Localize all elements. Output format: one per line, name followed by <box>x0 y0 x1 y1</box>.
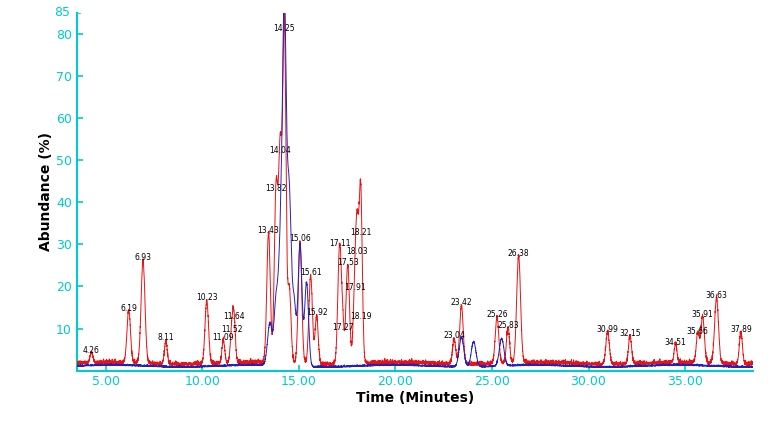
Text: 36.63: 36.63 <box>706 291 727 300</box>
Text: 32.15: 32.15 <box>619 329 641 338</box>
Text: 10.23: 10.23 <box>196 294 217 302</box>
Text: 26.38: 26.38 <box>508 249 529 258</box>
Text: 13.82: 13.82 <box>265 184 286 193</box>
Text: 23.04: 23.04 <box>443 331 465 340</box>
Text: 11.09: 11.09 <box>213 334 234 343</box>
Text: 14.04: 14.04 <box>270 146 291 155</box>
Text: 4.26: 4.26 <box>83 346 100 355</box>
Text: 15.61: 15.61 <box>300 268 322 277</box>
Text: 35.66: 35.66 <box>687 327 709 336</box>
Text: 17.91: 17.91 <box>344 283 366 292</box>
Text: 25.83: 25.83 <box>497 321 519 330</box>
Text: 18.19: 18.19 <box>349 312 371 321</box>
Text: 18.03: 18.03 <box>346 247 368 256</box>
Text: 17.53: 17.53 <box>337 258 359 267</box>
Text: 15.06: 15.06 <box>289 234 311 244</box>
Text: 17.27: 17.27 <box>332 323 353 332</box>
Text: 34.51: 34.51 <box>665 338 687 347</box>
Text: 30.99: 30.99 <box>597 325 618 334</box>
Text: 14.25: 14.25 <box>273 24 295 33</box>
Text: 8.11: 8.11 <box>157 334 174 343</box>
Text: 23.42: 23.42 <box>451 298 472 307</box>
Text: 11.64: 11.64 <box>223 312 245 321</box>
Text: 18.21: 18.21 <box>350 228 372 237</box>
Text: 6.19: 6.19 <box>121 304 137 313</box>
Text: 25.26: 25.26 <box>486 310 508 319</box>
Text: 6.93: 6.93 <box>134 253 151 262</box>
Text: 11.52: 11.52 <box>221 325 243 334</box>
Text: 15.92: 15.92 <box>306 308 327 317</box>
Text: 37.89: 37.89 <box>730 325 752 334</box>
Text: 85: 85 <box>54 6 70 19</box>
Text: 35.91: 35.91 <box>692 310 713 319</box>
Text: 13.43: 13.43 <box>258 226 280 235</box>
X-axis label: Time (Minutes): Time (Minutes) <box>356 391 474 405</box>
Text: 17.11: 17.11 <box>329 239 350 248</box>
Y-axis label: Abundance (%): Abundance (%) <box>39 132 53 251</box>
